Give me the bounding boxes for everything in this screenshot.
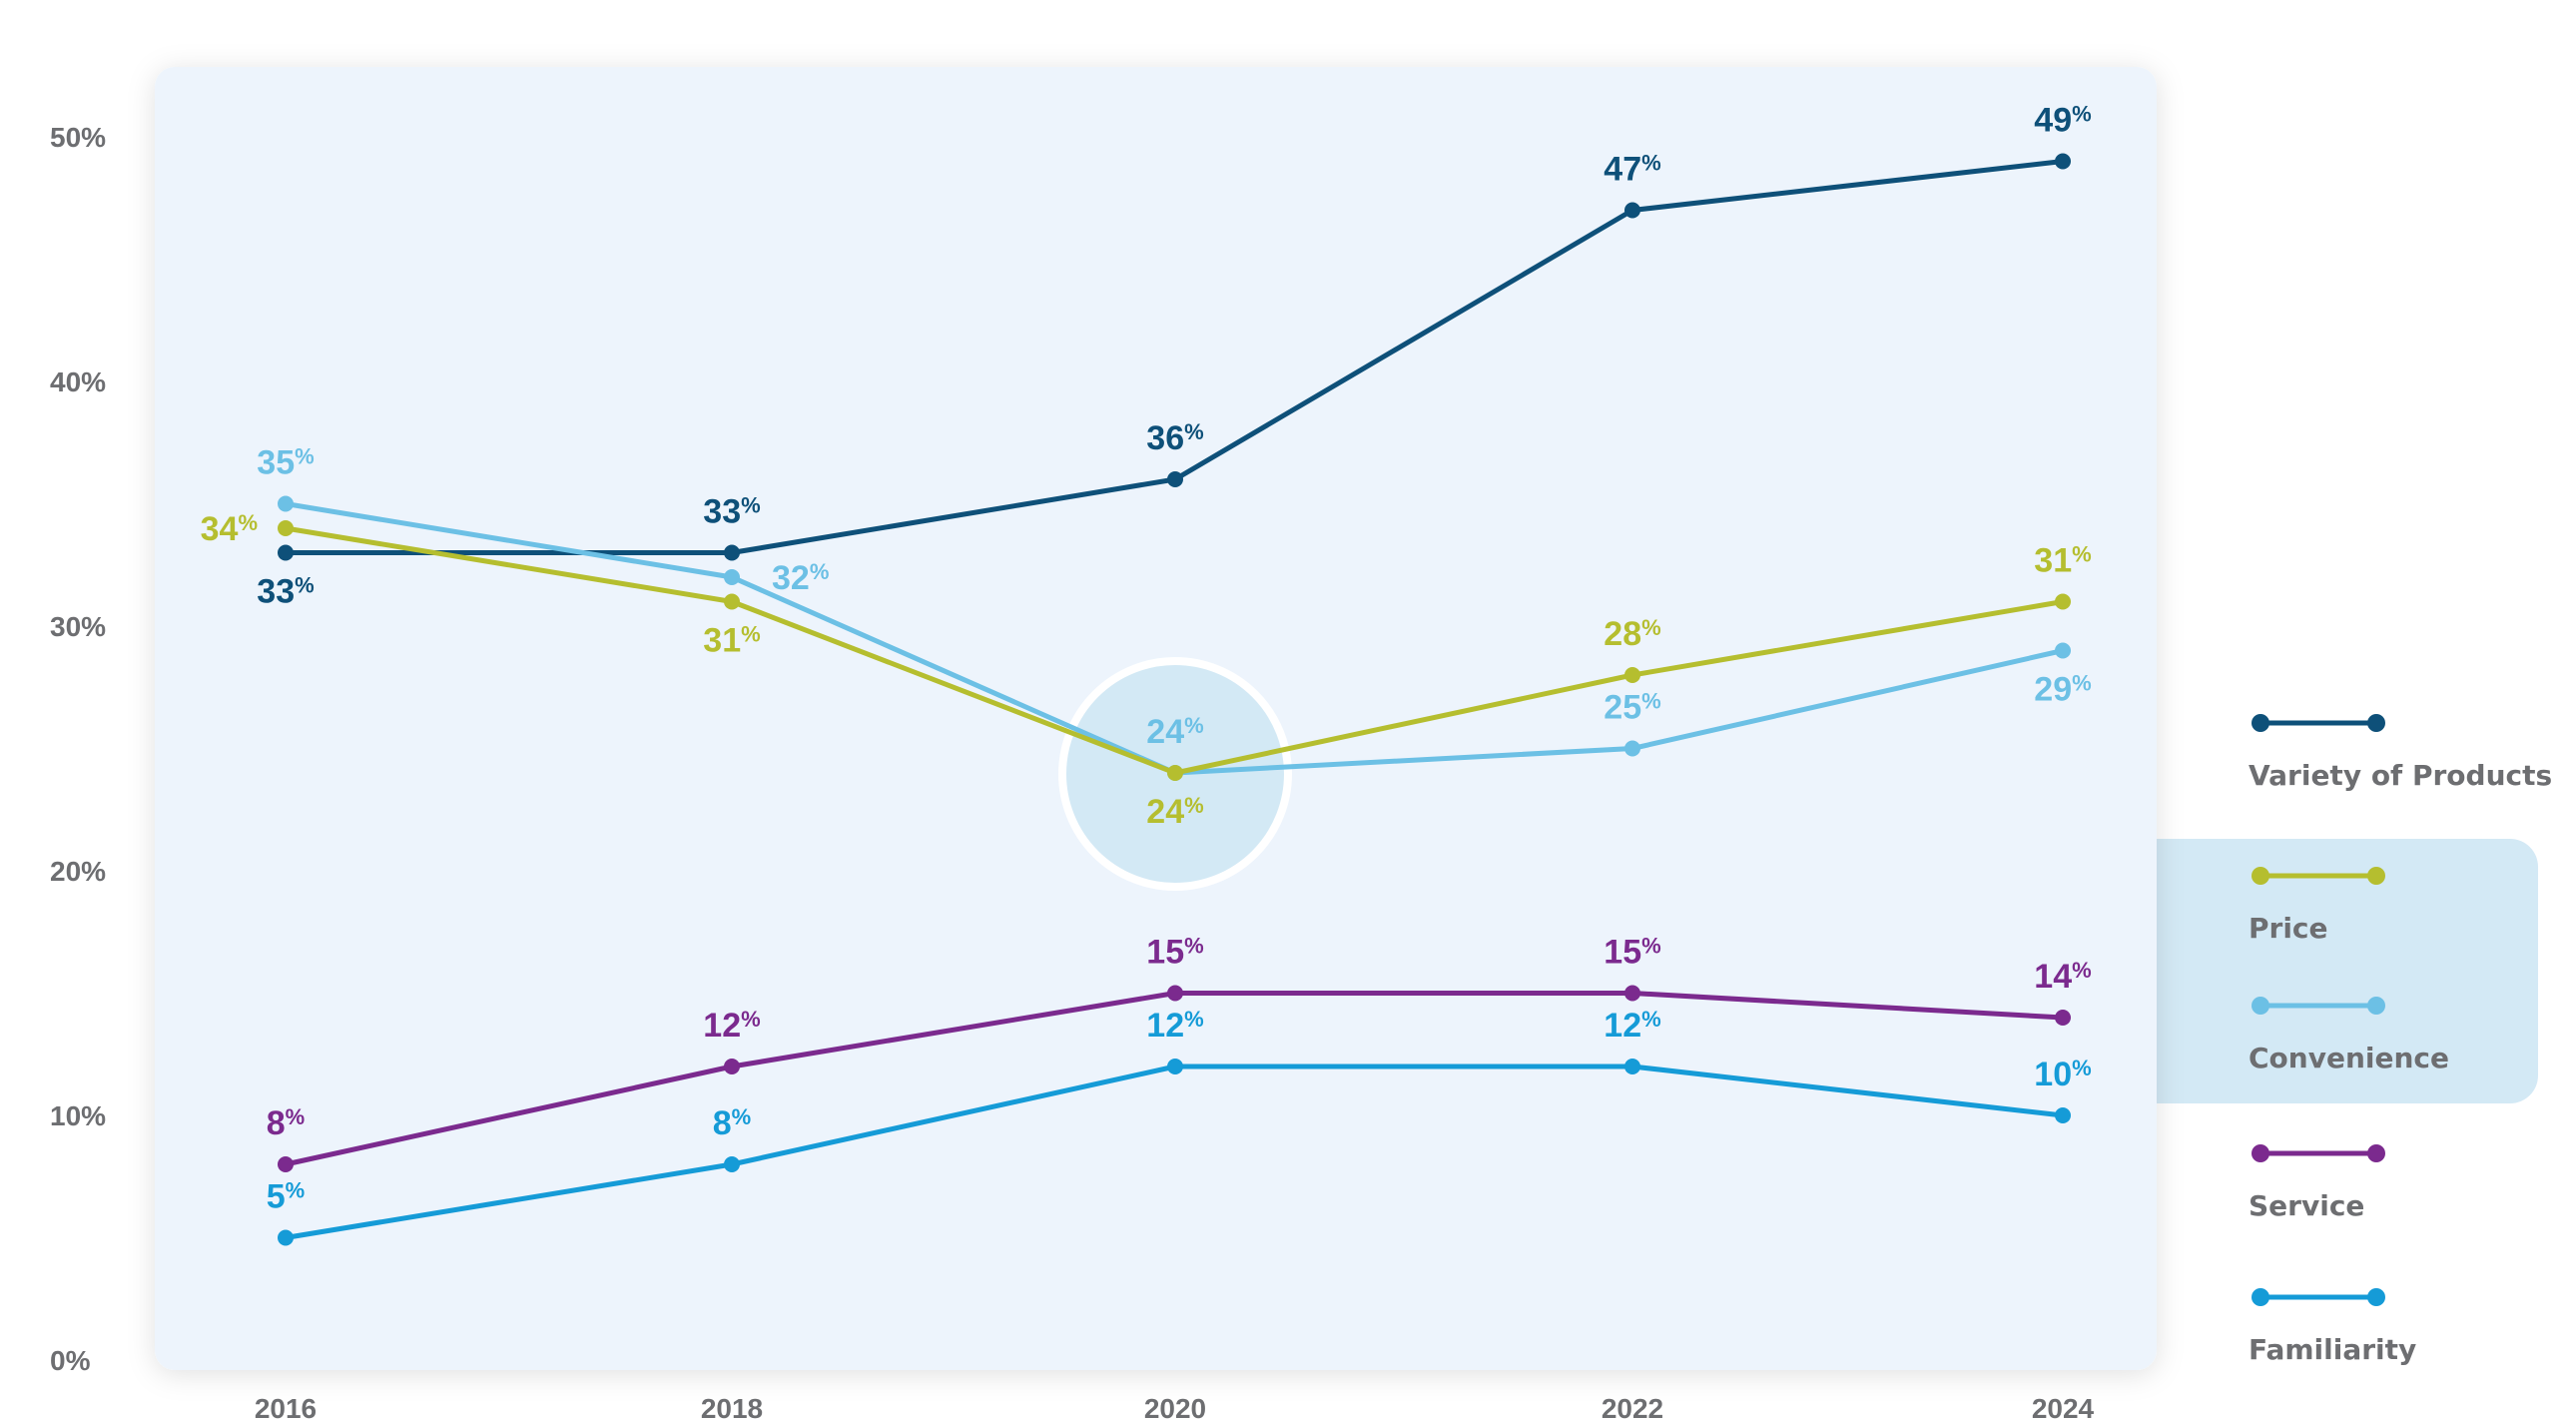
data-point — [724, 1059, 740, 1074]
data-point — [1167, 1059, 1183, 1074]
x-tick-label: 2018 — [701, 1393, 763, 1422]
legend-dot-icon — [2252, 867, 2269, 885]
data-point — [1624, 667, 1640, 683]
data-point — [724, 1156, 740, 1172]
legend-dot-icon — [2367, 1288, 2385, 1306]
data-label: 31% — [703, 622, 760, 660]
data-point — [2055, 153, 2071, 170]
data-point — [1624, 985, 1640, 1002]
legend-label: Familiarity — [2249, 1333, 2416, 1366]
legend-dot-icon — [2252, 997, 2269, 1015]
legend-dot-icon — [2367, 714, 2385, 732]
legend-dot-icon — [2367, 867, 2385, 885]
legend-label: Variety of Products — [2249, 759, 2552, 792]
data-label: 5% — [267, 1178, 305, 1216]
data-label: 47% — [1604, 151, 1660, 189]
y-tick-label: 40% — [50, 366, 106, 397]
legend-highlight-box — [2117, 839, 2538, 1103]
data-point — [1624, 740, 1640, 757]
legend-dot-icon — [2367, 1144, 2385, 1162]
data-label: 31% — [2034, 542, 2091, 580]
data-label: 28% — [1604, 615, 1660, 653]
legend-item[interactable]: Convenience — [2249, 997, 2449, 1074]
data-label: 34% — [201, 510, 258, 548]
legend-dot-icon — [2367, 997, 2385, 1015]
data-label: 14% — [2034, 958, 2091, 996]
y-tick-label: 0% — [50, 1345, 91, 1376]
data-point — [1624, 1059, 1640, 1074]
legend-label: Price — [2249, 912, 2328, 945]
data-point — [724, 593, 740, 610]
data-label: 35% — [257, 444, 314, 482]
data-point — [2055, 642, 2071, 659]
data-point — [2055, 593, 2071, 610]
data-point — [278, 495, 294, 512]
data-point — [278, 544, 294, 561]
data-label: 33% — [257, 573, 314, 611]
data-label: 33% — [703, 493, 760, 531]
data-label: 24% — [1146, 793, 1203, 831]
legend-label: Convenience — [2249, 1042, 2449, 1074]
y-tick-label: 30% — [50, 611, 106, 642]
data-point — [278, 520, 294, 536]
data-label: 29% — [2034, 671, 2091, 709]
data-label: 49% — [2034, 102, 2091, 140]
legend-item[interactable]: Variety of Products — [2249, 714, 2552, 792]
data-label: 24% — [1146, 713, 1203, 751]
legend-dot-icon — [2252, 714, 2269, 732]
data-point — [278, 1156, 294, 1172]
y-tick-label: 20% — [50, 856, 106, 887]
data-label: 15% — [1604, 934, 1660, 972]
data-label: 10% — [2034, 1056, 2091, 1093]
data-label: 25% — [1604, 689, 1660, 727]
data-label: 32% — [772, 559, 829, 597]
data-point — [1167, 471, 1183, 487]
data-label: 12% — [1146, 1007, 1203, 1045]
x-tick-label: 2020 — [1144, 1393, 1206, 1422]
data-point — [1167, 765, 1183, 781]
data-label: 15% — [1146, 934, 1203, 972]
y-tick-label: 50% — [50, 122, 106, 153]
data-point — [724, 569, 740, 585]
data-label: 8% — [713, 1104, 751, 1142]
data-point — [2055, 1107, 2071, 1123]
legend-item[interactable]: Price — [2249, 867, 2385, 945]
legend-dot-icon — [2252, 1144, 2269, 1162]
data-label: 36% — [1146, 419, 1203, 457]
data-point — [2055, 1010, 2071, 1026]
data-point — [724, 544, 740, 561]
data-point — [278, 1229, 294, 1246]
data-point — [1624, 202, 1640, 219]
x-tick-label: 2016 — [255, 1393, 317, 1422]
data-label: 12% — [1604, 1007, 1660, 1045]
legend-label: Service — [2249, 1189, 2364, 1222]
data-point — [1167, 985, 1183, 1002]
legend-dot-icon — [2252, 1288, 2269, 1306]
x-tick-label: 2024 — [2032, 1393, 2095, 1422]
x-tick-label: 2022 — [1602, 1393, 1663, 1422]
legend-item[interactable]: Service — [2249, 1144, 2385, 1222]
data-label: 8% — [267, 1104, 305, 1142]
data-label: 12% — [703, 1007, 760, 1045]
y-tick-label: 10% — [50, 1100, 106, 1131]
legend-item[interactable]: Familiarity — [2249, 1288, 2416, 1366]
